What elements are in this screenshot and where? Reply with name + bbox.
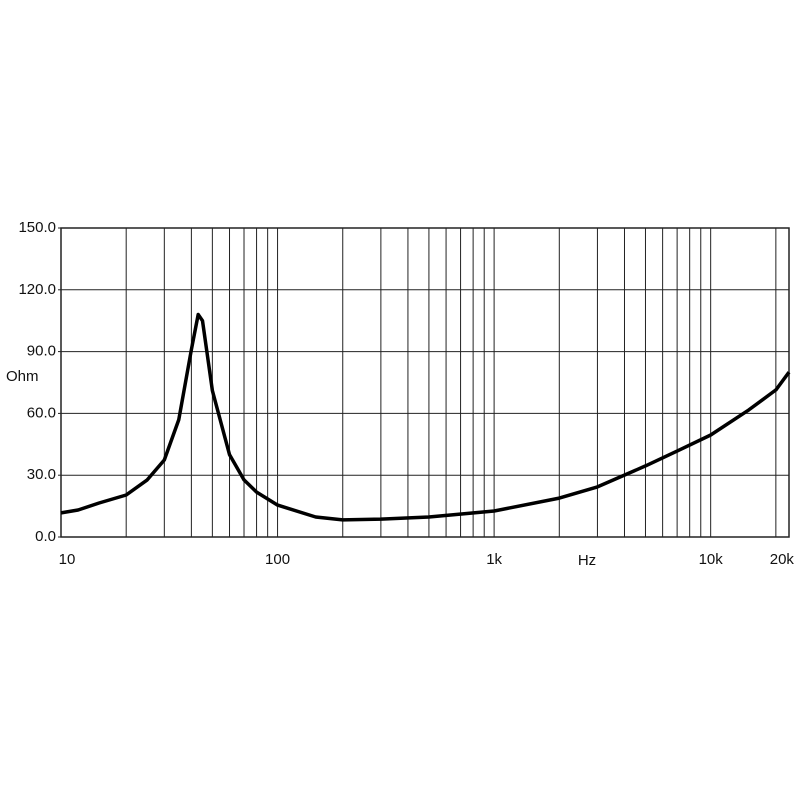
y-tick-label: 120.0 xyxy=(18,281,56,298)
plot-frame xyxy=(60,227,790,538)
x-tick-label: 1k xyxy=(486,551,502,568)
y-tick-label: 90.0 xyxy=(27,343,56,360)
y-tick-label: 150.0 xyxy=(18,219,56,236)
x-tick-label: 10k xyxy=(699,551,724,568)
x-tick-label: 10 xyxy=(59,551,76,568)
y-tick-label: 30.0 xyxy=(27,466,56,483)
impedance-curve xyxy=(60,312,791,522)
x-axis-label: Hz xyxy=(578,552,596,569)
x-tick-label: 100 xyxy=(265,551,290,568)
y-tick-label: 0.0 xyxy=(35,528,56,545)
y-tick-label: 60.0 xyxy=(27,404,56,421)
y-axis-label: Ohm xyxy=(6,368,39,385)
x-tick-label: 20k xyxy=(770,551,795,568)
